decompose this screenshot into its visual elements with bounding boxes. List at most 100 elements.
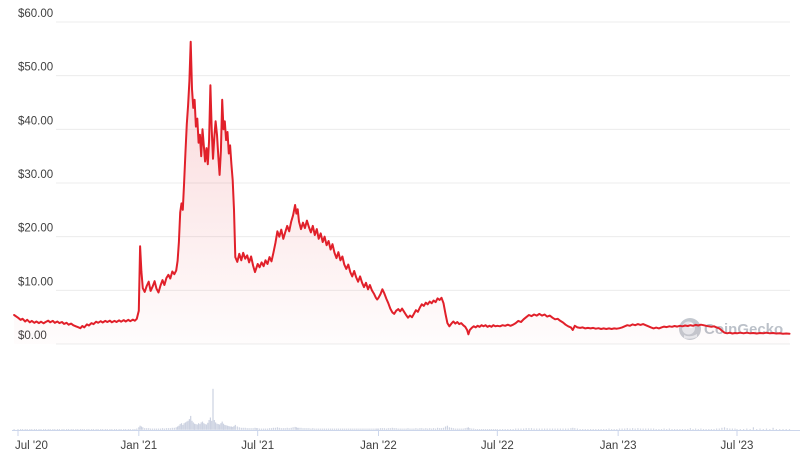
volume-bar <box>155 428 158 430</box>
volume-bar <box>192 422 194 430</box>
volume-bar <box>148 428 150 430</box>
volume-bar <box>442 427 445 430</box>
volume-bar <box>257 428 259 430</box>
volume-bar <box>297 427 299 430</box>
volume-bar <box>520 428 522 430</box>
volume-bar <box>351 428 353 430</box>
volume-bar <box>479 429 481 430</box>
volume-bar <box>574 428 576 430</box>
volume-bar <box>31 429 33 430</box>
volume-bar <box>473 428 475 430</box>
volume-bar <box>150 428 152 430</box>
volume-bar <box>196 424 198 430</box>
volume-bar <box>579 429 581 430</box>
volume-bar <box>263 428 265 430</box>
volume-bar <box>280 428 282 430</box>
volume-bar <box>533 428 535 430</box>
volume-bar <box>159 428 162 430</box>
volume-bar <box>343 428 345 430</box>
x-axis: Jul '20 Jan '21 Jul '21 Jan '22 Jul '22 Jan '… <box>12 430 800 452</box>
volume-bar <box>464 428 466 430</box>
volume-bar <box>367 428 369 430</box>
volume-bar <box>328 428 330 430</box>
volume-bar <box>349 428 351 430</box>
volume-bar <box>731 428 733 430</box>
volume-bar <box>100 429 102 430</box>
volume-bar <box>365 428 367 430</box>
volume-bar <box>401 428 403 430</box>
volume-bar <box>276 427 278 430</box>
volume-bar <box>466 427 468 430</box>
volume-bar <box>785 429 787 430</box>
volume-bar <box>450 427 452 430</box>
volume-bar <box>316 428 318 430</box>
volume-bar <box>429 428 431 430</box>
volume-bar <box>278 427 280 430</box>
volume-bar <box>435 428 437 430</box>
volume-bar <box>184 422 186 430</box>
volume-bar <box>407 428 409 430</box>
volume-bar <box>264 428 267 430</box>
volume-bar <box>120 429 122 430</box>
volume-bar <box>200 422 202 430</box>
volume-bar <box>24 429 26 430</box>
volume-bar <box>440 428 443 430</box>
volume-bar <box>557 428 559 430</box>
volume-bar <box>341 428 343 430</box>
volume-bar <box>125 429 127 430</box>
volume-bar <box>492 429 494 430</box>
volume-bar <box>595 429 597 430</box>
volume-bar <box>208 420 210 430</box>
volume-bar <box>544 428 546 430</box>
volume-bar <box>425 428 427 430</box>
volume-bar <box>562 428 564 430</box>
volume-bar <box>86 429 88 430</box>
y-axis-tick-label: $10.00 <box>18 276 53 288</box>
volume-bar <box>565 428 567 430</box>
volume-bar <box>339 428 341 430</box>
volume-bar <box>178 425 180 430</box>
volume-bar <box>183 423 185 430</box>
volume-bar <box>389 428 391 430</box>
volume-bar <box>507 429 509 430</box>
volume-bar <box>590 429 592 430</box>
volume-bar <box>209 417 211 430</box>
volume-bar <box>201 421 204 430</box>
volume-bar <box>20 429 22 430</box>
volume-bar <box>655 429 657 430</box>
volume-bar <box>456 428 458 430</box>
volume-bar <box>163 428 165 430</box>
volume-bar <box>225 425 227 430</box>
volume-bar <box>306 428 308 430</box>
y-axis-tick-label: $30.00 <box>18 169 53 181</box>
volume-bar <box>92 429 95 430</box>
volume-bar <box>254 427 256 430</box>
volume-bar <box>123 429 125 430</box>
volume-bar <box>252 428 254 430</box>
volume-bar <box>186 421 188 430</box>
volume-bar <box>228 426 230 430</box>
volume-bar <box>624 428 626 430</box>
volume-bar <box>765 428 768 430</box>
volume-bar <box>180 423 183 430</box>
volume-bar <box>68 429 70 430</box>
volume-bar <box>490 429 492 430</box>
x-axis-tick-label: Jul '23 <box>721 440 754 452</box>
volume-bar <box>375 428 377 430</box>
volume-bar <box>626 428 628 430</box>
volume-bar <box>138 427 140 430</box>
volume-bar <box>444 426 447 430</box>
volume-bar <box>22 429 24 430</box>
volume-bar <box>692 429 694 430</box>
volume-bar <box>95 429 97 430</box>
volume-bar <box>345 428 347 430</box>
volume-bar <box>259 428 261 430</box>
volume-bar <box>554 428 556 430</box>
y-axis-tick-label: $50.00 <box>18 62 53 74</box>
volume-bar <box>486 429 489 430</box>
volume-bar <box>359 428 361 430</box>
volume-bar <box>399 428 401 430</box>
volume-bar <box>33 429 35 430</box>
volume-bar <box>743 429 745 430</box>
